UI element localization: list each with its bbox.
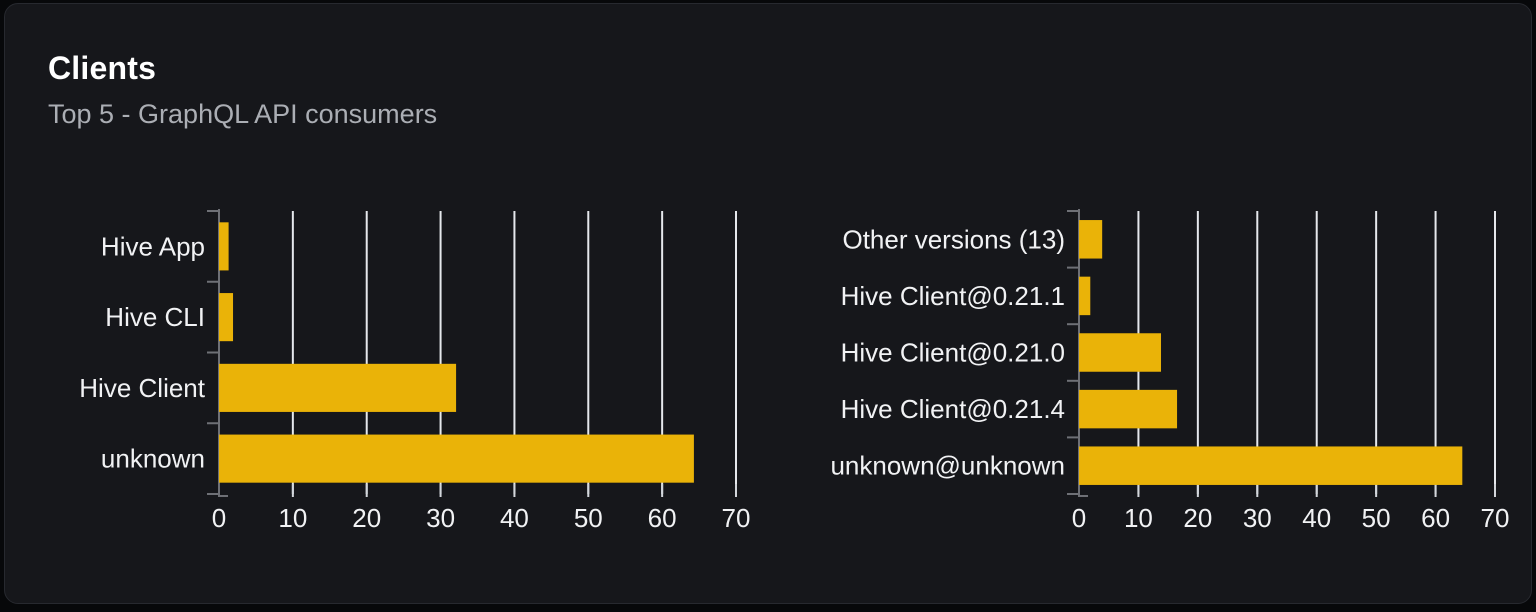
- bar-other-versions-13[interactable]: [1079, 220, 1103, 259]
- bar-hive-client-0-21-4[interactable]: [1079, 389, 1178, 429]
- bar-unknown-unknown[interactable]: [1079, 446, 1463, 485]
- x-tick-label-50: 50: [1362, 503, 1391, 533]
- x-tick-label-30: 30: [1243, 503, 1272, 533]
- bar-unknown[interactable]: [219, 434, 694, 483]
- x-tick-label-60: 60: [648, 503, 677, 533]
- clients-by-version-bar-chart: Other versions (13) Hive Client@0.21.1 Hiv…: [830, 209, 1510, 533]
- category-label-hive-cli: Hive CLI: [105, 302, 205, 332]
- x-tick-label-40: 40: [500, 503, 529, 533]
- card-title: Clients: [48, 50, 157, 86]
- bar-hive-client[interactable]: [219, 363, 457, 412]
- x-tick-label-20: 20: [1183, 503, 1212, 533]
- bar-hive-cli[interactable]: [219, 293, 234, 342]
- x-tick-label-20: 20: [352, 503, 381, 533]
- x-tick-label-70: 70: [722, 503, 751, 533]
- bar-hive-client-0-21-0[interactable]: [1079, 333, 1162, 372]
- clients-card: Clients Top 5 - GraphQL API consumers Hi…: [4, 3, 1532, 604]
- bar-hive-app[interactable]: [219, 222, 229, 271]
- x-tick-label-60: 60: [1421, 503, 1450, 533]
- x-tick-label-10: 10: [1124, 503, 1153, 533]
- category-label-hive-client-0-21-4: Hive Client@0.21.4: [841, 394, 1065, 424]
- bar-hive-client-0-21-1[interactable]: [1079, 276, 1091, 316]
- category-label-unknown: unknown: [101, 444, 205, 474]
- category-label-unknown-unknown: unknown@unknown: [830, 451, 1065, 481]
- category-label-hive-client: Hive Client: [79, 373, 205, 403]
- x-tick-label-40: 40: [1302, 503, 1331, 533]
- category-label-other-versions-13: Other versions (13): [842, 224, 1065, 254]
- x-tick-label-30: 30: [426, 503, 455, 533]
- x-tick-label-0: 0: [212, 503, 226, 533]
- x-tick-label-10: 10: [278, 503, 307, 533]
- category-label-hive-app: Hive App: [101, 231, 205, 261]
- card-subtitle: Top 5 - GraphQL API consumers: [48, 99, 438, 129]
- category-label-hive-client-0-21-0: Hive Client@0.21.0: [841, 338, 1065, 368]
- x-tick-label-50: 50: [574, 503, 603, 533]
- x-tick-label-70: 70: [1481, 503, 1510, 533]
- category-label-hive-client-0-21-1: Hive Client@0.21.1: [841, 281, 1065, 311]
- x-tick-label-0: 0: [1072, 503, 1086, 533]
